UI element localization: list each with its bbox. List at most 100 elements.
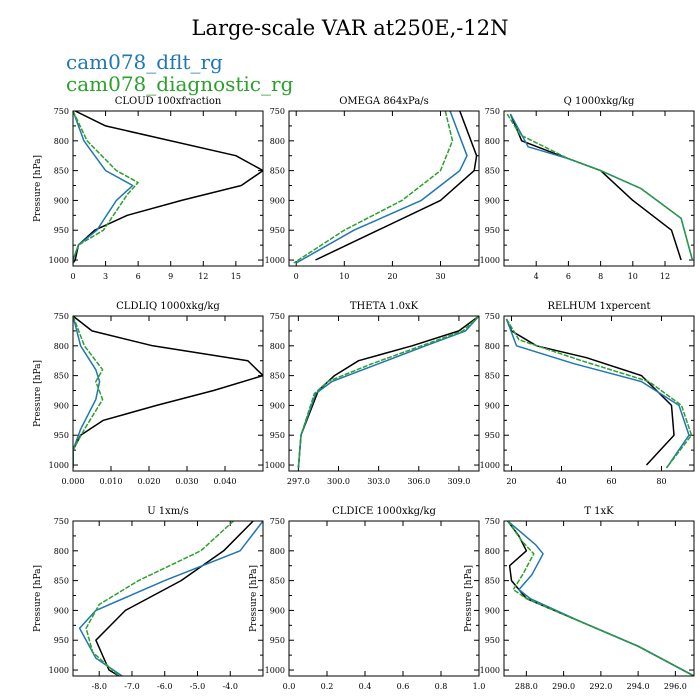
y-tick-label: 750 — [54, 107, 69, 116]
x-tick-label: 303.0 — [367, 477, 390, 486]
y-tick-label: 800 — [54, 137, 69, 146]
panel-2: Q 1000xkg/kg 750 800 850 900 950 1000 4 6 8 10 12 — [480, 96, 695, 281]
x-tick-label: 0 — [70, 272, 75, 281]
series-line-black — [297, 316, 479, 469]
x-tick-label: 20 — [506, 477, 516, 486]
x-tick-label: 9 — [168, 272, 173, 281]
x-tick-label: 1.0 — [473, 682, 486, 691]
y-tick-label: 1000 — [265, 256, 285, 265]
series-line-blue — [509, 113, 694, 261]
x-tick-label: -7.0 — [124, 682, 139, 691]
y-tick-label: 800 — [54, 547, 69, 556]
y-tick-label: 950 — [270, 226, 285, 235]
y-tick-label: 850 — [54, 372, 69, 381]
x-tick-label: 15 — [231, 272, 241, 281]
y-tick-label: 750 — [270, 312, 285, 321]
x-tick-label: -6.0 — [157, 682, 172, 691]
x-tick-label: 0.4 — [359, 682, 372, 691]
y-tick-label: 800 — [270, 137, 285, 146]
x-tick-label: 6 — [566, 272, 571, 281]
y-tick-label: 950 — [54, 636, 69, 645]
panel-frame — [72, 110, 264, 267]
x-tick-label: 0.020 — [138, 477, 161, 486]
panel-frame — [288, 520, 480, 677]
y-tick-label: 950 — [54, 431, 69, 440]
x-tick-label: 4 — [534, 272, 539, 281]
y-tick-label: 950 — [485, 636, 500, 645]
y-tick-label: 950 — [485, 226, 500, 235]
y-tick-label: 900 — [485, 196, 500, 205]
series-line-green — [293, 111, 454, 264]
y-tick-label: 900 — [54, 196, 69, 205]
panel-frame — [503, 315, 695, 472]
y-tick-label: 800 — [485, 137, 500, 146]
y-tick-label: 1000 — [265, 666, 285, 675]
panel-1: OMEGA 864xPa/s 750 800 850 900 950 1000 0 10 20 30 — [265, 96, 480, 281]
panel-title: CLOUD 100xfraction — [115, 96, 222, 107]
x-tick-label: 296.0 — [664, 682, 687, 691]
y-tick-label: 750 — [270, 517, 285, 526]
y-tick-label: 900 — [270, 606, 285, 615]
panel-title: OMEGA 864xPa/s — [339, 96, 429, 107]
x-tick-label: 0.8 — [435, 682, 448, 691]
series-line-blue — [78, 521, 263, 676]
y-tick-label: 950 — [270, 431, 285, 440]
y-tick-label: 1000 — [480, 256, 500, 265]
panel-8: T 1xK 750 800 850 900 950 1000 288.0 290.0 292.0 2… — [464, 506, 695, 691]
page-title: Large-scale VAR at250E,-12N — [191, 16, 509, 40]
y-tick-label: 950 — [270, 636, 285, 645]
legend-entry-dflt: cam078_dflt_rg — [66, 50, 223, 74]
x-tick-label: 60 — [606, 477, 616, 486]
y-tick-label: 850 — [485, 577, 500, 586]
panel-5: RELHUM 1xpercent 750 800 850 900 950 1000 20 40 6… — [480, 301, 695, 486]
y-tick-label: 850 — [485, 167, 500, 176]
x-tick-label: -4.0 — [223, 682, 238, 691]
panel-frame — [288, 110, 480, 267]
x-tick-label: 8 — [598, 272, 603, 281]
series-line-blue — [297, 316, 479, 469]
series-line-black — [73, 111, 263, 264]
x-tick-label: 306.0 — [407, 477, 430, 486]
legend-entry-diagnostic: cam078_diagnostic_rg — [66, 72, 294, 96]
x-tick-label: 30 — [435, 272, 445, 281]
series-line-green — [297, 316, 479, 469]
y-tick-label: 1000 — [480, 461, 500, 470]
y-tick-label: 800 — [54, 342, 69, 351]
x-tick-label: 12 — [198, 272, 208, 281]
x-tick-label: 6 — [136, 272, 141, 281]
x-tick-label: 0.0 — [283, 682, 296, 691]
y-tick-label: 900 — [54, 606, 69, 615]
x-tick-label: 294.0 — [627, 682, 650, 691]
y-tick-label: 900 — [485, 606, 500, 615]
x-tick-label: 10 — [628, 272, 638, 281]
y-tick-label: 800 — [485, 547, 500, 556]
y-tick-label: 1000 — [49, 461, 69, 470]
x-tick-label: 292.0 — [589, 682, 612, 691]
series-line-black — [505, 318, 675, 466]
panel-title: RELHUM 1xpercent — [547, 301, 650, 312]
series-line-green — [73, 316, 104, 468]
x-tick-label: 80 — [656, 477, 666, 486]
y-tick-label: 950 — [54, 226, 69, 235]
panel-6: U 1xm/s 750 800 850 900 950 1000 -8.0 -7.0 -6.0 -5… — [33, 506, 264, 691]
x-tick-label: 288.0 — [515, 682, 538, 691]
y-tick-label: 750 — [485, 517, 500, 526]
panel-title: T 1xK — [584, 506, 614, 517]
y-axis-label: Pressure [hPa] — [33, 155, 43, 222]
y-tick-label: 800 — [485, 342, 500, 351]
series-line-black — [95, 521, 254, 676]
x-tick-label: 300.0 — [327, 477, 350, 486]
y-tick-label: 750 — [54, 312, 69, 321]
panel-title: Q 1000xkg/kg — [564, 96, 635, 107]
y-tick-label: 800 — [270, 342, 285, 351]
x-tick-label: 10 — [339, 272, 349, 281]
series-line-black — [315, 111, 478, 261]
y-tick-label: 1000 — [49, 666, 69, 675]
x-tick-label: 0.030 — [176, 477, 199, 486]
x-tick-label: 0.2 — [321, 682, 334, 691]
x-tick-label: 290.0 — [552, 682, 575, 691]
series-line-green — [505, 318, 693, 469]
